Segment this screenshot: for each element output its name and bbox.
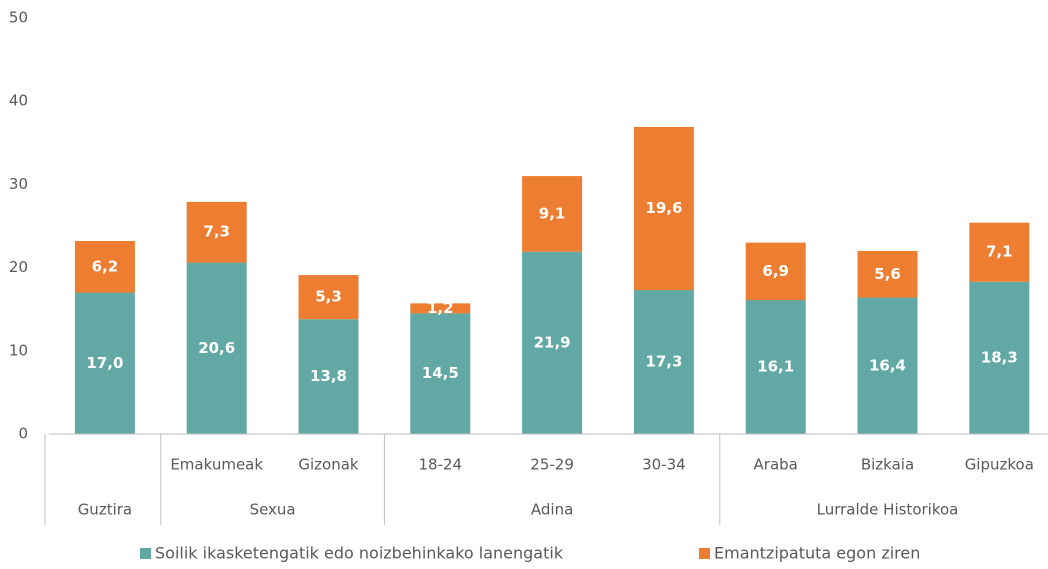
bar-segment — [633, 126, 694, 291]
data-label: 20,6 — [198, 339, 235, 357]
bar-segment — [74, 292, 135, 434]
data-label: 7,1 — [986, 243, 1013, 261]
bar-segment — [298, 319, 359, 434]
data-label: 13,8 — [310, 367, 347, 385]
bar-segment — [969, 222, 1030, 282]
y-tick-label: 10 — [9, 341, 28, 359]
x-tick-label: 30-34 — [642, 456, 686, 474]
group-label: Lurralde Historikoa — [817, 501, 959, 519]
legend-label: Emantzipatuta egon ziren — [714, 544, 920, 563]
data-label: 17,3 — [645, 353, 682, 371]
y-tick-label: 0 — [18, 425, 28, 443]
legend-swatch — [140, 548, 151, 559]
data-label: 21,9 — [534, 333, 571, 351]
y-tick-label: 30 — [9, 175, 28, 193]
data-label: 5,3 — [315, 288, 342, 306]
x-tick-label: Gizonak — [298, 456, 359, 474]
bar-segment — [633, 290, 694, 434]
bar-segment — [74, 240, 135, 293]
data-label: 14,5 — [422, 364, 459, 382]
y-tick-label: 40 — [9, 92, 28, 110]
data-label: 6,9 — [762, 262, 789, 280]
y-tick-label: 20 — [9, 258, 28, 276]
bar-segment — [522, 176, 583, 252]
data-label: 18,3 — [981, 348, 1018, 366]
x-tick-label: 25-29 — [530, 456, 574, 474]
data-label: 1,2 — [427, 299, 454, 317]
data-label: 16,4 — [869, 356, 906, 374]
data-label: 7,3 — [203, 223, 230, 241]
group-label: Adina — [531, 501, 573, 519]
data-label: 17,0 — [86, 354, 123, 372]
data-label: 5,6 — [874, 265, 901, 283]
data-label: 19,6 — [645, 199, 682, 217]
legend-swatch — [699, 548, 710, 559]
bar-segment — [857, 297, 918, 434]
group-label: Sexua — [250, 501, 296, 519]
data-label: 9,1 — [539, 204, 566, 222]
legend-label: Soilik ikasketengatik edo noizbehinkako … — [155, 544, 564, 563]
bar-segment — [410, 303, 471, 314]
data-label: 16,1 — [757, 358, 794, 376]
bar-segment — [410, 313, 471, 434]
x-tick-label: Gipuzkoa — [965, 456, 1034, 474]
x-tick-label: 18-24 — [419, 456, 463, 474]
bar-segment — [186, 262, 247, 434]
bar-segment — [186, 201, 247, 263]
data-label: 6,2 — [92, 257, 119, 275]
group-label: Guztira — [78, 501, 132, 519]
x-tick-label: Araba — [754, 456, 798, 474]
bar-segment — [522, 251, 583, 434]
y-tick-label: 50 — [9, 9, 28, 27]
bar-segment — [969, 281, 1030, 434]
x-tick-label: Bizkaia — [861, 456, 914, 474]
bar-segment — [298, 275, 359, 320]
x-tick-label: Emakumeak — [170, 456, 263, 474]
bar-segment — [745, 242, 806, 301]
bar-segment — [745, 300, 806, 434]
bar-segment — [857, 250, 918, 298]
